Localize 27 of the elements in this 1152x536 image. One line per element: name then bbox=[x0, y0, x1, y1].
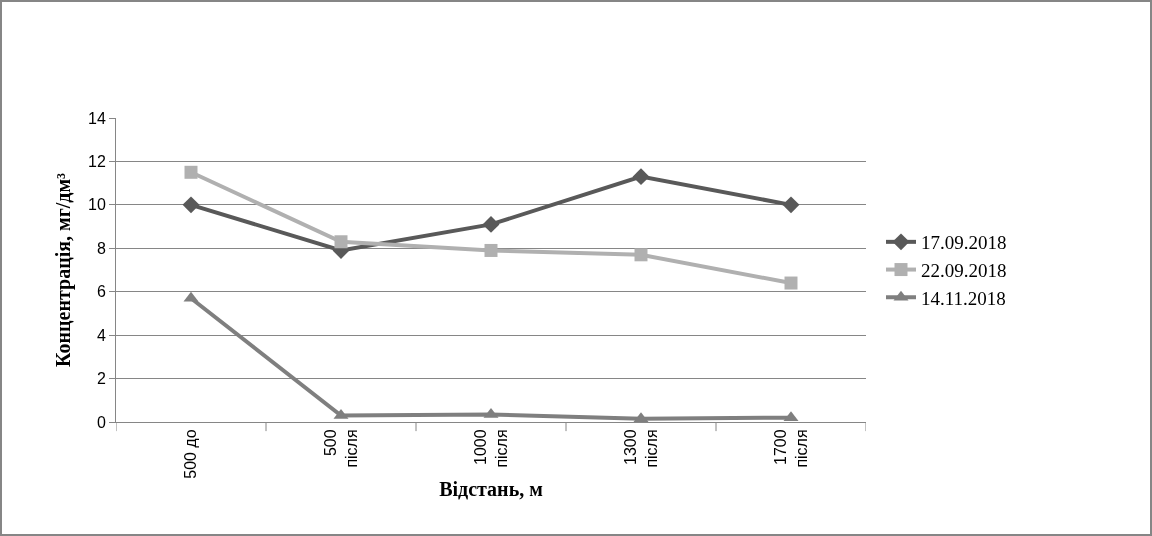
point bbox=[484, 243, 498, 257]
x-tick-label: 1700 після bbox=[771, 429, 810, 468]
point bbox=[482, 215, 500, 233]
legend-label: 22.09.2018 bbox=[921, 259, 1007, 281]
point bbox=[182, 196, 200, 214]
x-tick-label: 500 до bbox=[182, 429, 200, 479]
y-tick-label: 14 bbox=[88, 109, 106, 127]
x-tick-label: 1000 після bbox=[471, 429, 510, 468]
x-tick-label: 1300 після bbox=[621, 429, 660, 468]
x-tick-label: 500 після bbox=[321, 429, 360, 468]
point bbox=[334, 235, 348, 249]
y-tick-label: 10 bbox=[88, 196, 106, 214]
y-axis-title: Концентрація, мг/дм³ bbox=[51, 172, 75, 368]
point bbox=[632, 168, 650, 186]
legend-label: 17.09.2018 bbox=[921, 232, 1007, 254]
point bbox=[784, 276, 798, 290]
point bbox=[184, 165, 198, 179]
y-tick-label: 4 bbox=[96, 326, 106, 344]
point bbox=[782, 196, 800, 214]
y-tick-label: 0 bbox=[96, 413, 106, 431]
y-tick-label: 8 bbox=[96, 239, 106, 257]
legend-label: 14.11.2018 bbox=[921, 287, 1006, 309]
y-tick-label: 6 bbox=[96, 283, 106, 301]
point bbox=[634, 248, 648, 262]
y-tick-label: 2 bbox=[96, 370, 106, 388]
y-tick-label: 12 bbox=[88, 153, 106, 171]
x-axis-title: Відстань, м bbox=[439, 478, 543, 501]
